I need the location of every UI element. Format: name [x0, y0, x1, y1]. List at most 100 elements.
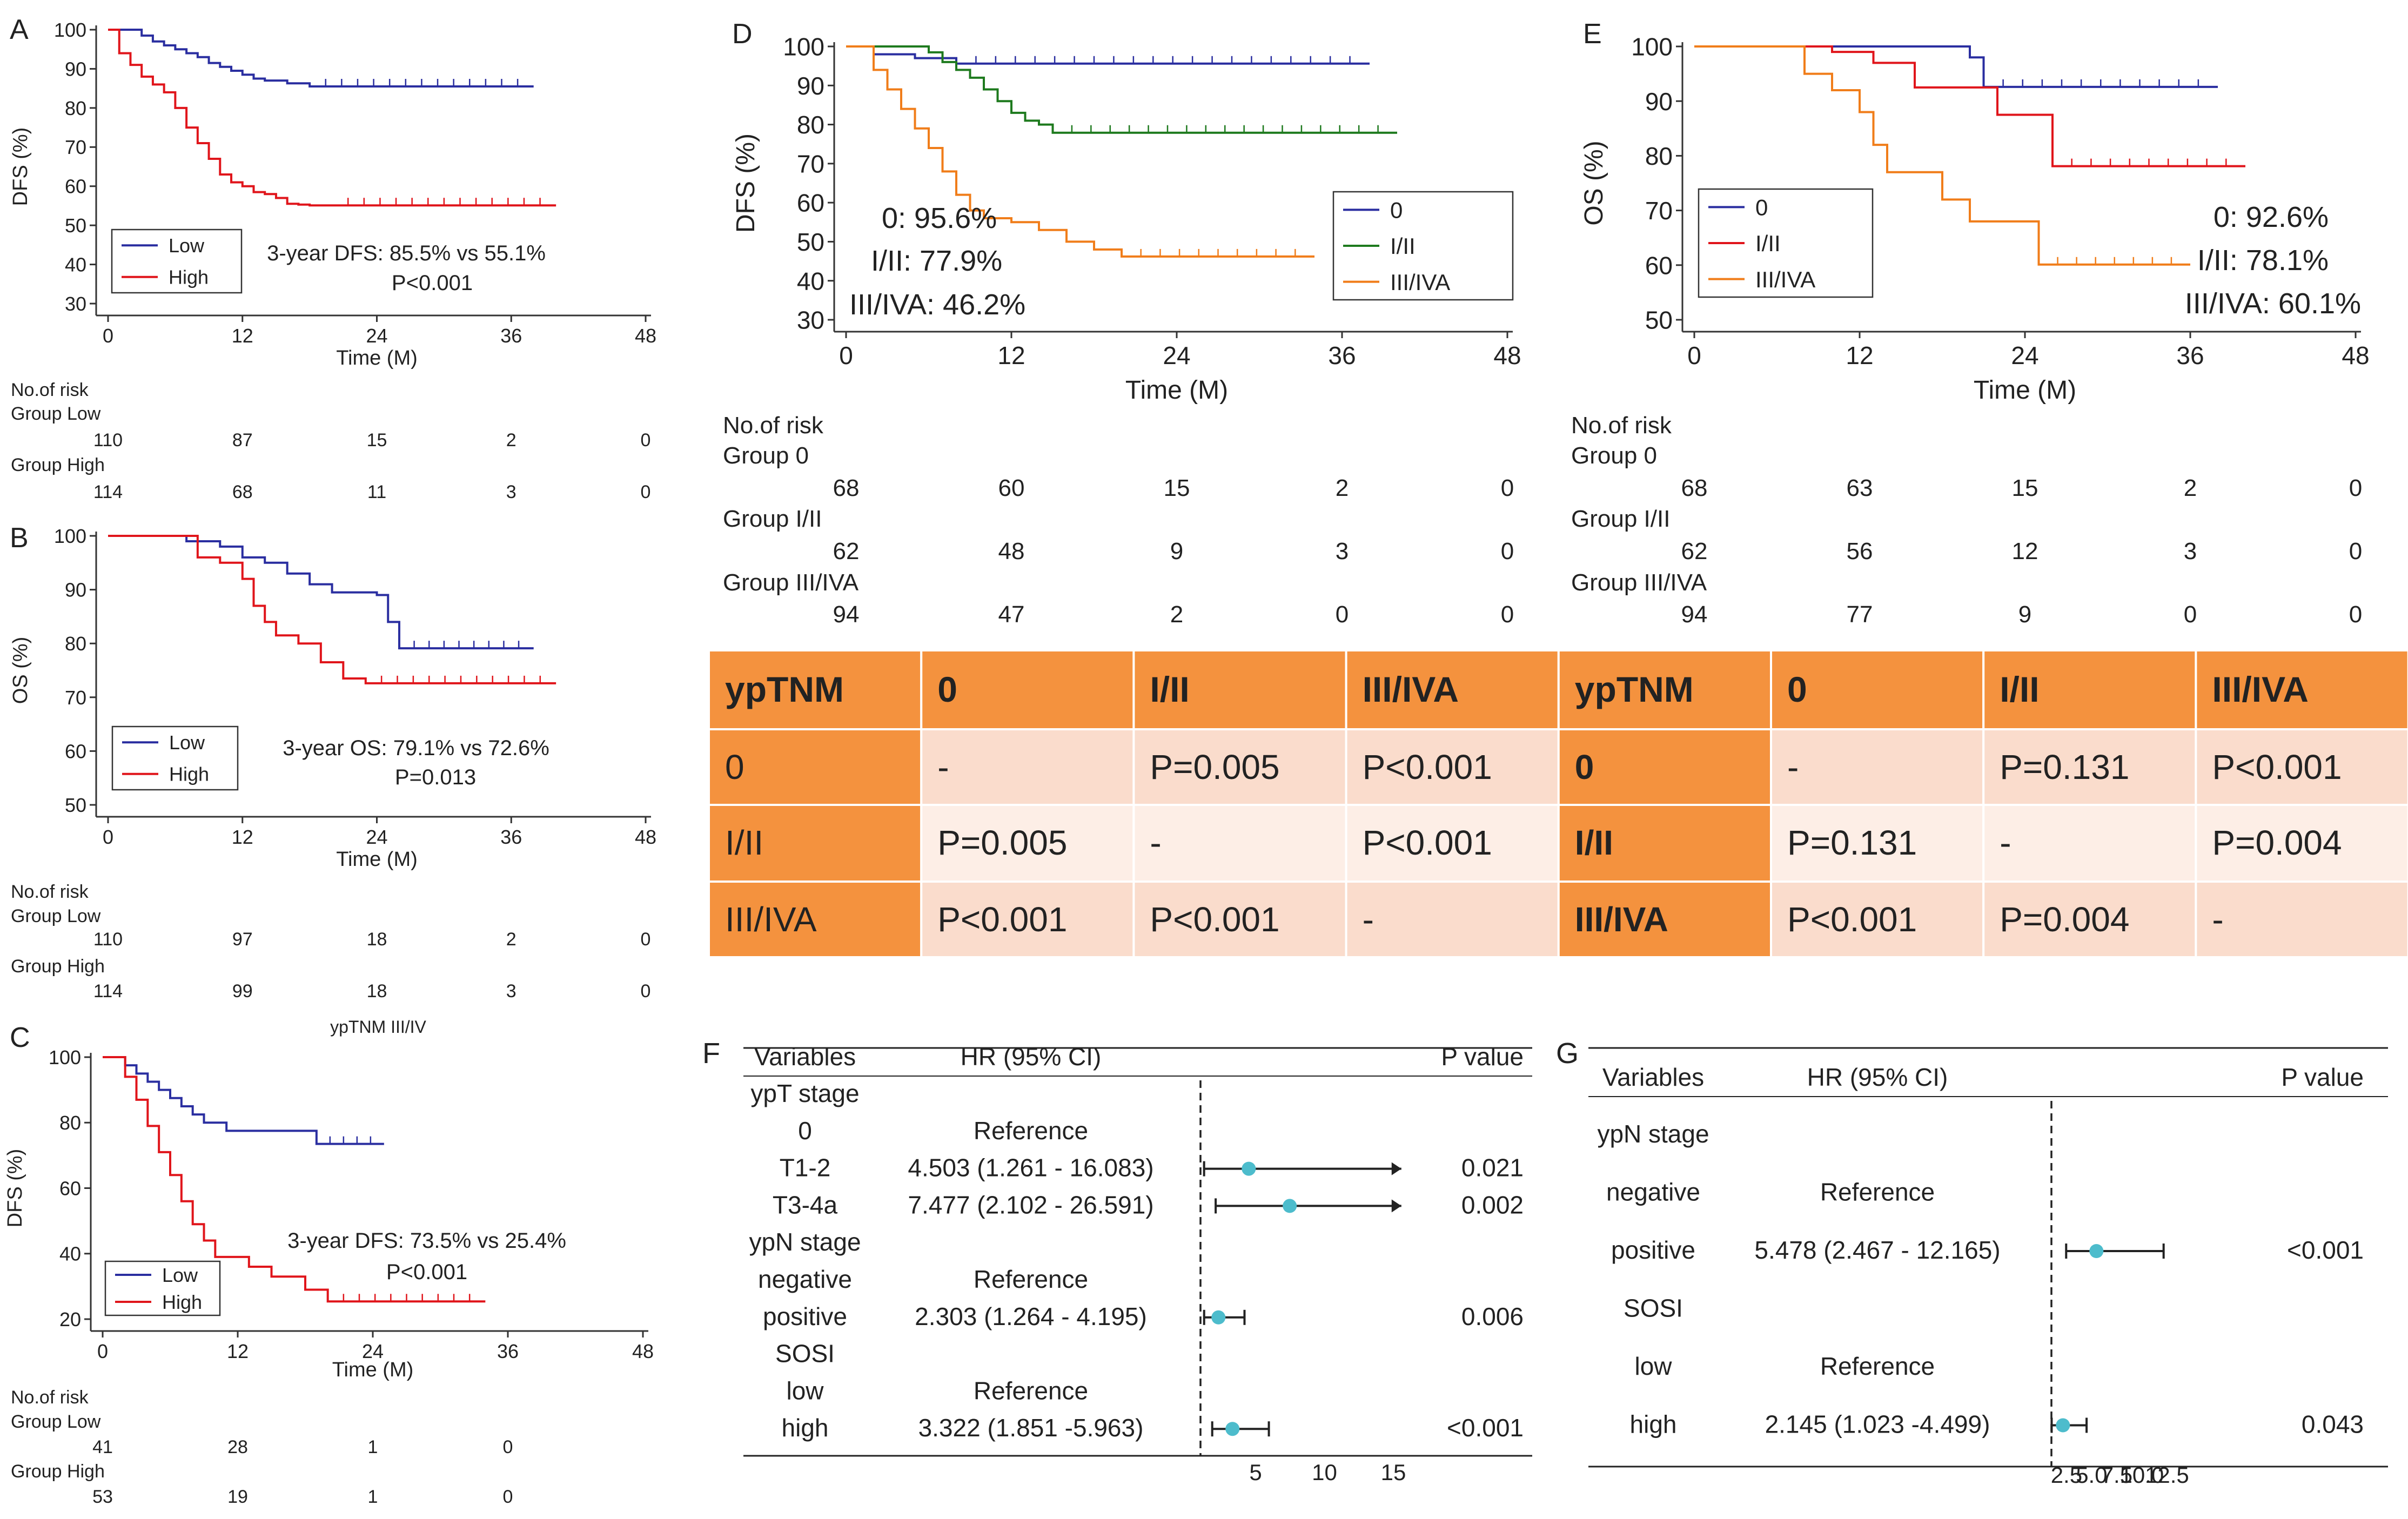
y-axis-label: DFS (%): [9, 127, 32, 206]
y-tick-label: 40: [59, 1243, 81, 1265]
forest-row-variable: 0: [798, 1117, 812, 1145]
forest-x-tick: 5: [1249, 1460, 1262, 1485]
y-tick-label: 20: [59, 1308, 81, 1330]
x-tick-label: 12: [997, 341, 1025, 369]
legend-label-0: 0: [1390, 197, 1403, 223]
table-cell-text: I/II: [1575, 823, 1613, 862]
forest-header-variables: Variables: [754, 1043, 856, 1071]
annotation-text: P=0.013: [395, 765, 476, 789]
annotation-text: 3-year DFS: 85.5% vs 55.1%: [267, 241, 546, 265]
table-cell-text: P=0.131: [2000, 748, 2129, 787]
km-panel-B: B 50 60 70 80 90 100 0 12 24 36 48 Time (M) OS (%) Low…: [9, 522, 656, 1037]
forest-row-variable: high: [782, 1414, 829, 1442]
y-tick-label: 50: [65, 794, 86, 816]
y-tick-label: 80: [59, 1112, 81, 1134]
panel-letter: C: [10, 1022, 30, 1053]
table-cell-text: 0: [725, 748, 744, 787]
y-tick-label: 50: [1645, 306, 1673, 334]
table-header-cell: [1982, 649, 2197, 730]
table-header-cell: [1770, 649, 1985, 730]
km-curve-Low: [108, 29, 534, 88]
forest-row-variable: high: [1630, 1410, 1677, 1439]
risk-count: 2: [506, 929, 517, 950]
table-cell-text: P<0.001: [1363, 748, 1492, 787]
risk-group-label: Group I/II: [1571, 506, 1670, 532]
legend-box: [111, 228, 243, 294]
table-header-cell: [1345, 649, 1560, 730]
forest-row-hr: 4.503 (1.261 - 16.083): [908, 1154, 1153, 1182]
x-tick-label: 12: [232, 325, 253, 347]
annotation-text: 0: 95.6%: [882, 202, 997, 234]
x-axis-label: Time (M): [1125, 376, 1228, 405]
annotation-text: P<0.001: [392, 271, 473, 295]
risk-count: 15: [2012, 475, 2038, 501]
y-tick-label: 60: [59, 1177, 81, 1199]
table-cell-text: -: [1787, 748, 1799, 787]
forest-row-hr: Reference: [974, 1117, 1088, 1145]
x-axis-label: Time (M): [1974, 376, 2076, 405]
forest-panel-F: F Variables HR (95% CI) P value ypT stage 0 Re…: [702, 1037, 1532, 1485]
table-cell-text: -: [1150, 823, 1161, 862]
risk-count: 11: [367, 482, 386, 502]
table-cell: [2195, 881, 2408, 958]
risk-count: 0: [1501, 475, 1514, 501]
table-header-text: I/II: [1150, 669, 1189, 709]
legend: Low High: [104, 1260, 221, 1316]
risk-count: 99: [232, 981, 253, 1002]
risk-count: 94: [1681, 601, 1708, 628]
table-cell: [1132, 881, 1347, 958]
table-cell-text: III/IVA: [725, 900, 817, 939]
table-cell-text: P<0.001: [1363, 823, 1492, 862]
risk-count: 68: [232, 482, 253, 502]
legend-label-Low: Low: [169, 234, 205, 257]
annotation-text: 0: 92.6%: [2214, 201, 2329, 233]
x-axis-label: Time (M): [336, 347, 418, 369]
risk-count: 3: [506, 981, 517, 1002]
y-tick-label: 90: [1645, 88, 1673, 116]
table-cell: [920, 804, 1135, 883]
x-tick-label: 36: [497, 1340, 519, 1362]
risk-count: 3: [1336, 538, 1349, 564]
km-curve-Low: [103, 1056, 384, 1145]
x-tick-label: 0: [97, 1340, 108, 1362]
x-tick-label: 0: [103, 325, 113, 347]
table-header-text: I/II: [2000, 669, 2039, 709]
risk-count: 53: [92, 1487, 113, 1507]
km-curve-Low: [108, 535, 534, 650]
forest-x-tick: 12.5: [2145, 1462, 2189, 1488]
risk-count: 2: [1336, 475, 1349, 501]
x-tick-label: 48: [635, 325, 656, 347]
risk-count: 18: [367, 981, 387, 1002]
forest-x-tick: 10: [1312, 1460, 1337, 1485]
risk-group-label: Group 0: [1571, 442, 1657, 469]
table-cell-text: P<0.001: [1787, 900, 1917, 939]
risk-count: 0: [503, 1487, 513, 1507]
risk-count: 2: [506, 430, 517, 451]
table-header-cell: [2195, 649, 2408, 730]
annotation-text: III/IVA: 46.2%: [849, 288, 1025, 321]
risk-count: 2: [2184, 475, 2197, 501]
forest-row-p: <0.001: [1447, 1414, 1524, 1442]
risk-count: 15: [367, 430, 387, 451]
table-cell-text: P=0.005: [1150, 748, 1279, 787]
risk-count: 15: [1164, 475, 1190, 501]
y-tick-label: 80: [65, 97, 86, 119]
legend: 0 I/II III/IVA: [1698, 188, 1874, 298]
x-tick-label: 48: [1493, 341, 1521, 369]
table-cell: [1982, 728, 2197, 806]
table-header-cell: [1557, 649, 1773, 730]
y-tick-label: 90: [797, 72, 824, 100]
x-tick-label: 24: [362, 1340, 384, 1362]
panel-letter: B: [10, 522, 29, 554]
risk-count: 0: [2349, 475, 2362, 501]
table-cell-text: P=0.004: [2212, 823, 2342, 862]
panel-letter: E: [1583, 18, 1602, 50]
risk-count: 77: [1847, 601, 1873, 628]
x-tick-label: 24: [1163, 341, 1190, 369]
risk-group-label: Group Low: [11, 404, 101, 424]
forest-row-variable: SOSI: [775, 1340, 835, 1368]
risk-table-header: No.of risk: [11, 380, 89, 400]
forest-row-hr: 5.478 (2.467 - 12.165): [1754, 1236, 2000, 1264]
km-curve-High: [108, 29, 556, 207]
